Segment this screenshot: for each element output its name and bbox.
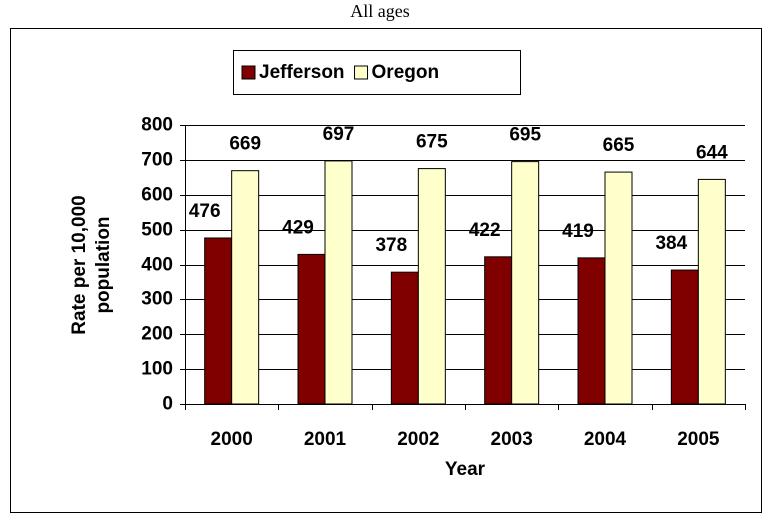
bar bbox=[204, 237, 233, 405]
bar bbox=[390, 271, 419, 405]
x-tick-label: 2004 bbox=[584, 429, 627, 450]
y-tick-label: 200 bbox=[141, 324, 173, 345]
x-tick-label: 2005 bbox=[677, 429, 720, 450]
x-tick-label: 2003 bbox=[491, 429, 533, 450]
bar bbox=[577, 257, 606, 405]
y-tick-label: 0 bbox=[162, 394, 173, 415]
bar bbox=[484, 256, 513, 405]
data-label: 665 bbox=[603, 135, 635, 156]
data-label: 476 bbox=[189, 201, 221, 222]
bar bbox=[297, 253, 326, 405]
data-label: 419 bbox=[562, 221, 594, 242]
bar bbox=[670, 269, 699, 405]
data-label: 695 bbox=[509, 125, 541, 146]
legend-label: Oregon bbox=[372, 62, 440, 83]
y-tick-label: 400 bbox=[141, 255, 173, 276]
y-axis-label-line: population bbox=[93, 216, 114, 313]
data-label: 697 bbox=[323, 124, 355, 145]
data-label: 644 bbox=[696, 142, 728, 163]
bar bbox=[324, 160, 353, 405]
x-tick-label: 2001 bbox=[304, 429, 347, 450]
y-tick-label: 500 bbox=[141, 220, 173, 241]
legend-swatch bbox=[354, 65, 369, 80]
x-tick-label: 2000 bbox=[211, 429, 253, 450]
bar bbox=[604, 171, 633, 405]
bar bbox=[231, 170, 260, 405]
legend-label: Jefferson bbox=[259, 62, 345, 83]
x-axis-label: Year bbox=[445, 459, 486, 480]
data-label: 429 bbox=[282, 217, 314, 238]
bar bbox=[511, 161, 540, 405]
bar bbox=[697, 178, 726, 405]
chart-title: All ages bbox=[350, 1, 409, 21]
x-tick-label: 2002 bbox=[397, 429, 439, 450]
data-label: 384 bbox=[655, 233, 687, 254]
y-tick-label: 300 bbox=[141, 289, 173, 310]
y-axis-label: Rate per 10,000 population bbox=[69, 195, 114, 334]
legend-swatch bbox=[241, 65, 256, 80]
y-tick-label: 600 bbox=[141, 185, 173, 206]
chart-border bbox=[10, 28, 762, 513]
y-tick-label: 700 bbox=[141, 150, 173, 171]
bar bbox=[417, 168, 446, 405]
y-tick-label: 100 bbox=[141, 359, 173, 380]
y-tick-label: 800 bbox=[141, 115, 173, 136]
data-label: 669 bbox=[229, 134, 261, 155]
data-label: 675 bbox=[416, 132, 448, 153]
data-label: 422 bbox=[469, 220, 501, 241]
legend-box bbox=[233, 50, 521, 95]
data-label: 378 bbox=[375, 235, 407, 256]
y-axis-label-line: Rate per 10,000 bbox=[69, 195, 90, 334]
